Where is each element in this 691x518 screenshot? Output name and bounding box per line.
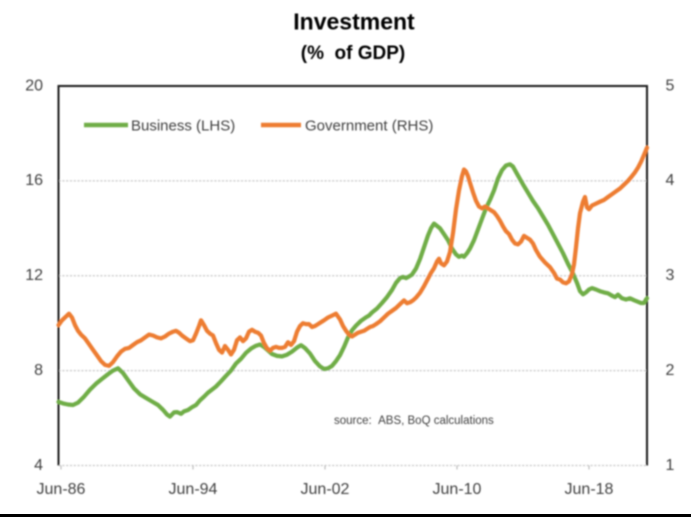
svg-text:2: 2 bbox=[666, 362, 675, 379]
svg-text:Jun-10: Jun-10 bbox=[433, 481, 482, 498]
svg-text:Business (LHS): Business (LHS) bbox=[131, 118, 235, 135]
svg-text:20: 20 bbox=[25, 77, 43, 94]
svg-text:8: 8 bbox=[34, 362, 43, 379]
svg-text:3: 3 bbox=[666, 267, 675, 284]
svg-text:4: 4 bbox=[666, 172, 675, 189]
svg-text:5: 5 bbox=[666, 77, 675, 94]
svg-text:(% of GDP): (% of GDP) bbox=[301, 43, 406, 64]
svg-text:1: 1 bbox=[666, 457, 675, 474]
svg-text:Jun-02: Jun-02 bbox=[301, 481, 350, 498]
svg-text:Investment: Investment bbox=[293, 9, 415, 35]
svg-text:Jun-94: Jun-94 bbox=[169, 481, 218, 498]
svg-text:Jun-86: Jun-86 bbox=[37, 481, 86, 498]
svg-text:12: 12 bbox=[25, 267, 43, 284]
svg-text:4: 4 bbox=[34, 457, 43, 474]
svg-text:16: 16 bbox=[25, 172, 43, 189]
svg-text:source: ABS, BoQ calculations: source: ABS, BoQ calculations bbox=[334, 415, 494, 427]
svg-text:Government (RHS): Government (RHS) bbox=[305, 118, 433, 135]
svg-text:Jun-18: Jun-18 bbox=[565, 481, 614, 498]
